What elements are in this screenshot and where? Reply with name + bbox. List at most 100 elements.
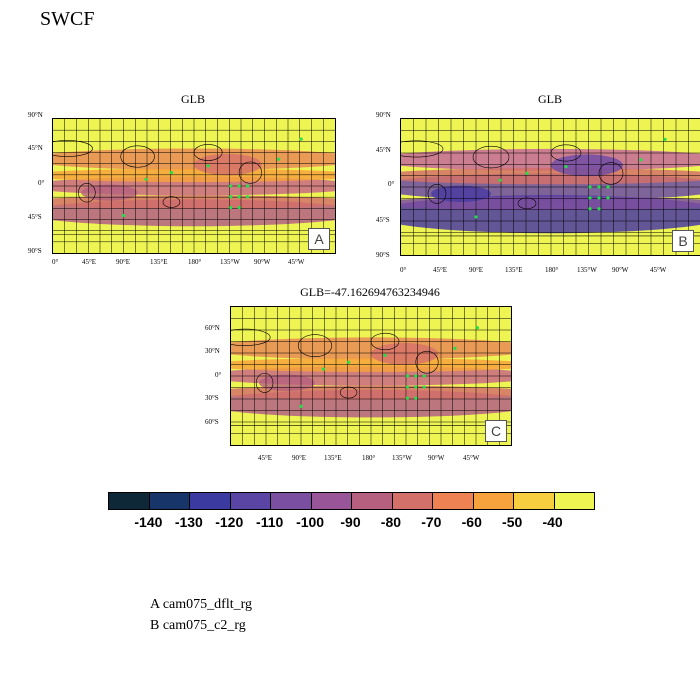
- field-band: [194, 153, 262, 176]
- coastline: [238, 161, 262, 184]
- coastline: [415, 350, 439, 374]
- colorbar-label: -130: [174, 514, 203, 530]
- lon-tick: 45°W: [650, 266, 667, 274]
- lat-tick: 30°N: [205, 347, 220, 355]
- significance-dot: [144, 177, 148, 181]
- colorbar-label: -120: [215, 514, 244, 530]
- coastline: [472, 145, 510, 169]
- lon-tick: 90°E: [116, 258, 131, 266]
- significance-dot: [347, 360, 351, 364]
- colorbar-label: -140: [134, 514, 163, 530]
- lon-tick: 90°E: [292, 454, 307, 462]
- lon-tick: 135°E: [324, 454, 342, 462]
- lat-tick: 0°: [388, 180, 395, 188]
- lat-tick: 0°: [38, 179, 45, 187]
- significance-dot: [606, 196, 610, 200]
- panel-a-title: GLB: [181, 92, 205, 106]
- coastline: [401, 140, 444, 158]
- significance-dot: [277, 157, 281, 161]
- panel-b-tag: B: [672, 230, 694, 252]
- significance-dot: [597, 196, 601, 200]
- antarctica: [401, 235, 700, 255]
- significance-dot: [405, 385, 409, 389]
- significance-dot: [206, 164, 210, 168]
- significance-dot: [299, 137, 303, 141]
- lon-tick: 135°E: [150, 258, 168, 266]
- colorbar-swatch: [554, 493, 594, 509]
- significance-dot: [245, 195, 250, 199]
- significance-dot: [414, 374, 418, 378]
- lon-tick: 135°W: [577, 266, 597, 274]
- significance-dot: [245, 184, 250, 188]
- panel-c-title: GLB=-47.162694763234946: [300, 285, 440, 299]
- field-band: [371, 342, 439, 365]
- panel-c-map: [230, 306, 512, 446]
- colorbar-swatch: [473, 493, 514, 509]
- lon-tick: 45°E: [258, 454, 273, 462]
- colorbar-label: -100: [296, 514, 325, 530]
- coastline: [517, 197, 537, 210]
- lat-tick: 90°S: [28, 247, 42, 255]
- field-band: [551, 154, 623, 177]
- lon-tick: 90°W: [254, 258, 271, 266]
- lon-tick: 180°: [362, 454, 376, 462]
- significance-dot: [229, 184, 233, 188]
- coastline: [78, 183, 96, 203]
- colorbar-label: -80: [380, 514, 402, 530]
- significance-dot: [383, 353, 387, 357]
- lat-tick: 30°S: [205, 394, 219, 402]
- colorbar-swatch: [149, 493, 190, 509]
- coastline: [427, 183, 447, 204]
- lat-tick: 90°S: [376, 251, 390, 259]
- significance-dot: [321, 367, 325, 371]
- lon-tick: 135°W: [220, 258, 240, 266]
- colorbar-swatch: [392, 493, 433, 509]
- colorbar-swatch: [514, 493, 555, 509]
- colorbar-swatch: [433, 493, 474, 509]
- lon-tick: 180°: [188, 258, 202, 266]
- significance-dot: [606, 185, 610, 189]
- lon-tick: 90°E: [469, 266, 484, 274]
- colorbar-label: -50: [502, 514, 523, 530]
- field-plot: [53, 119, 335, 253]
- significance-dot: [299, 404, 303, 408]
- coastline: [598, 162, 624, 185]
- significance-dot: [422, 385, 426, 389]
- lat-tick: 60°S: [205, 418, 219, 426]
- significance-dot: [588, 196, 592, 200]
- legend-entry-a: A cam075_dflt_rg: [150, 597, 253, 612]
- lon-tick: 0°: [52, 258, 59, 266]
- significance-dot: [121, 213, 126, 218]
- significance-dot: [663, 137, 667, 141]
- colorbar-swatch: [271, 493, 312, 509]
- coastline: [339, 386, 358, 399]
- lon-tick: 45°W: [288, 258, 305, 266]
- lat-tick: 45°N: [376, 146, 391, 154]
- significance-dot: [597, 207, 601, 211]
- panel-b-map: [400, 118, 700, 256]
- field-band: [81, 184, 138, 201]
- coastline: [231, 328, 271, 346]
- significance-dot: [422, 374, 426, 378]
- panel-c-tag: C: [485, 420, 507, 442]
- significance-dot: [229, 195, 233, 199]
- lon-tick: 45°E: [433, 266, 448, 274]
- significance-dot: [588, 207, 592, 211]
- colorbar: [108, 492, 595, 510]
- significance-dot: [237, 195, 241, 199]
- coastline: [162, 196, 181, 208]
- colorbar-swatch: [352, 493, 393, 509]
- coastline: [297, 334, 333, 357]
- significance-dot: [498, 178, 502, 182]
- coastline: [53, 140, 93, 157]
- colorbar-swatch: [190, 493, 231, 509]
- lat-tick: 90°N: [28, 111, 43, 119]
- panel-a-map: [52, 118, 336, 254]
- colorbar-label: -90: [340, 514, 361, 530]
- lat-tick: 90°N: [376, 111, 391, 119]
- field-plot: [231, 307, 511, 445]
- colorbar-label: -40: [542, 514, 563, 530]
- field-band: [431, 185, 491, 202]
- field-band: [401, 167, 700, 185]
- lon-tick: 0°: [400, 266, 407, 274]
